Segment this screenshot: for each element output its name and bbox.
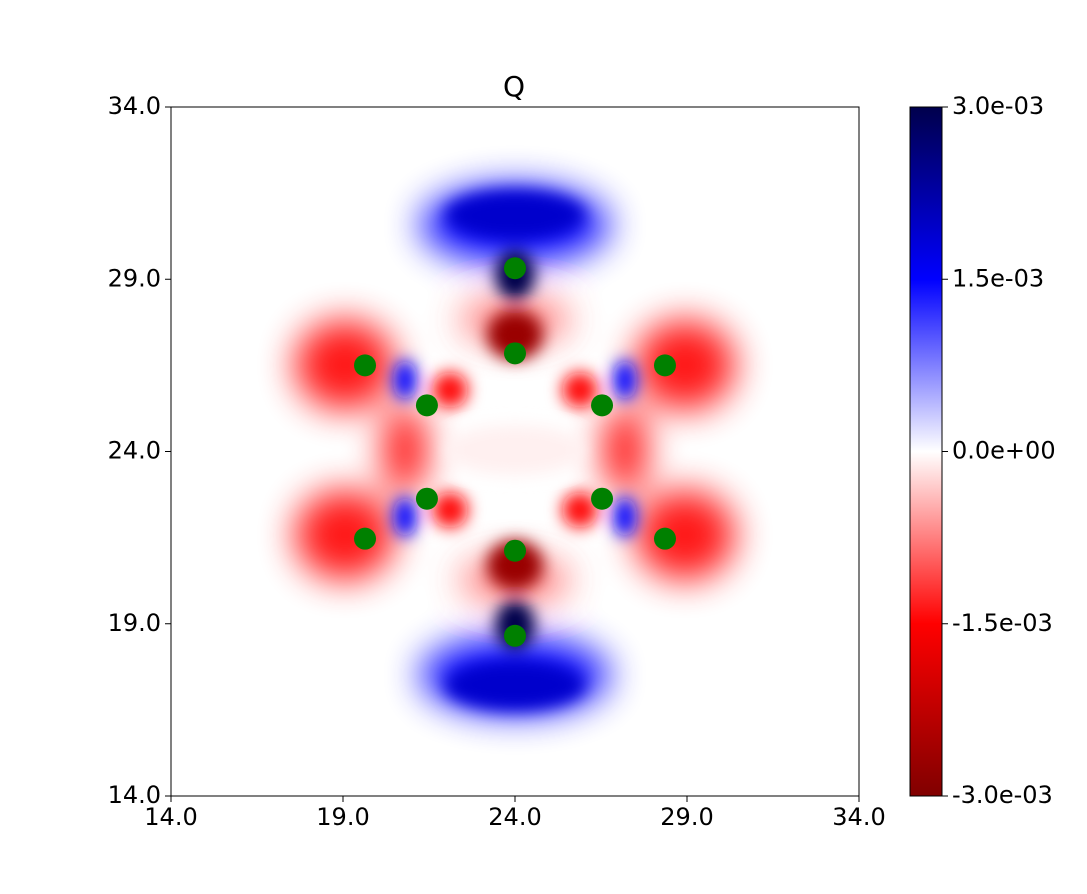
point xyxy=(415,394,438,417)
point xyxy=(354,527,377,550)
y-tick-label: 29.0 xyxy=(108,264,161,292)
point xyxy=(653,527,676,550)
chart-title: Q xyxy=(503,70,525,103)
colorbar-tick-label: 0.0e+00 xyxy=(952,437,1056,465)
point xyxy=(504,257,526,280)
point xyxy=(504,624,526,647)
x-tick-label: 29.0 xyxy=(660,803,713,831)
x-tick-label: 24.0 xyxy=(488,803,541,831)
colorbar-tick-label: -3.0e-03 xyxy=(952,781,1053,809)
x-tick-label: 14.0 xyxy=(144,803,197,831)
y-tick-label: 19.0 xyxy=(108,609,161,637)
point xyxy=(504,342,526,365)
y-tick-label: 34.0 xyxy=(108,92,161,120)
x-tick-label: 19.0 xyxy=(316,803,369,831)
point xyxy=(354,354,377,377)
x-tick-label: 34.0 xyxy=(832,803,885,831)
colorbar-tick-label: 3.0e-03 xyxy=(952,92,1044,120)
point xyxy=(591,487,614,510)
colorbar-tick-label: -1.5e-03 xyxy=(952,609,1053,637)
colorbar xyxy=(909,106,943,797)
point xyxy=(653,354,676,377)
colorbar-tick-label: 1.5e-03 xyxy=(952,264,1044,292)
y-tick-label: 14.0 xyxy=(108,781,161,809)
point xyxy=(415,487,438,510)
point xyxy=(504,539,526,562)
point xyxy=(591,394,614,417)
y-tick-label: 24.0 xyxy=(108,437,161,465)
